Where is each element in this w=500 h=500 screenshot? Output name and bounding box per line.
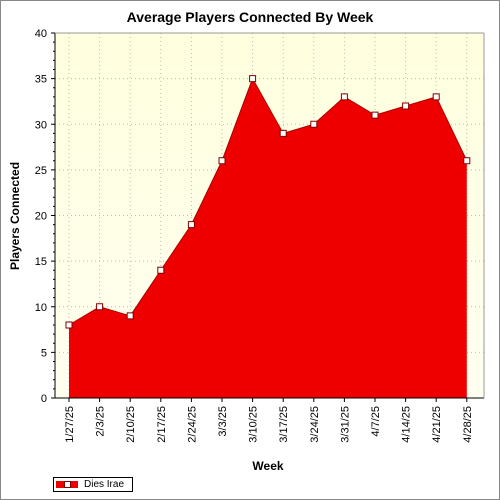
data-point bbox=[218, 157, 226, 165]
y-tick-label: 30 bbox=[35, 119, 47, 131]
x-tick-label: 3/3/25 bbox=[217, 406, 229, 437]
x-tick-label: 3/10/25 bbox=[248, 406, 260, 443]
data-point bbox=[96, 303, 104, 311]
data-point bbox=[279, 129, 287, 137]
data-point bbox=[65, 321, 73, 329]
series-area bbox=[69, 78, 467, 398]
y-tick-label: 20 bbox=[35, 211, 47, 223]
y-tick-label: 35 bbox=[35, 74, 47, 86]
y-tick-label: 40 bbox=[35, 28, 47, 40]
data-point bbox=[126, 312, 134, 320]
x-tick-label: 2/3/25 bbox=[95, 406, 107, 437]
data-point bbox=[157, 266, 165, 274]
y-tick-label: 25 bbox=[35, 165, 47, 177]
legend: Dies Irae bbox=[53, 477, 134, 492]
x-axis-label: Week bbox=[252, 459, 283, 473]
legend-marker bbox=[64, 481, 71, 488]
chart-title: Average Players Connected By Week bbox=[127, 9, 374, 25]
x-tick-label: 4/14/25 bbox=[401, 406, 413, 443]
data-point bbox=[463, 157, 471, 165]
x-tick-label: 4/28/25 bbox=[462, 406, 474, 443]
x-tick-label: 3/17/25 bbox=[278, 406, 290, 443]
x-tick-label: 3/31/25 bbox=[339, 406, 351, 443]
y-tick-label: 0 bbox=[41, 393, 47, 405]
data-point bbox=[187, 221, 195, 229]
data-point bbox=[249, 75, 257, 83]
legend-swatch bbox=[56, 481, 78, 488]
x-tick-label: 4/7/25 bbox=[370, 406, 382, 437]
data-point bbox=[371, 111, 379, 119]
data-point bbox=[340, 93, 348, 101]
x-tick-label: 3/24/25 bbox=[309, 406, 321, 443]
y-tick-label: 15 bbox=[35, 256, 47, 268]
y-tick-label: 10 bbox=[35, 302, 47, 314]
x-tick-label: 4/21/25 bbox=[431, 406, 443, 443]
data-point bbox=[310, 120, 318, 128]
data-point bbox=[432, 93, 440, 101]
legend-label: Dies Irae bbox=[84, 479, 125, 490]
x-tick-label: 2/10/25 bbox=[125, 406, 137, 443]
y-axis-label: Players Connected bbox=[8, 162, 22, 270]
x-tick-label: 2/17/25 bbox=[156, 406, 168, 443]
data-point bbox=[402, 102, 410, 110]
y-tick-label: 5 bbox=[41, 347, 47, 359]
x-tick-label: 2/24/25 bbox=[186, 406, 198, 443]
series-line bbox=[68, 77, 468, 326]
x-tick-label: 1/27/25 bbox=[64, 406, 76, 443]
